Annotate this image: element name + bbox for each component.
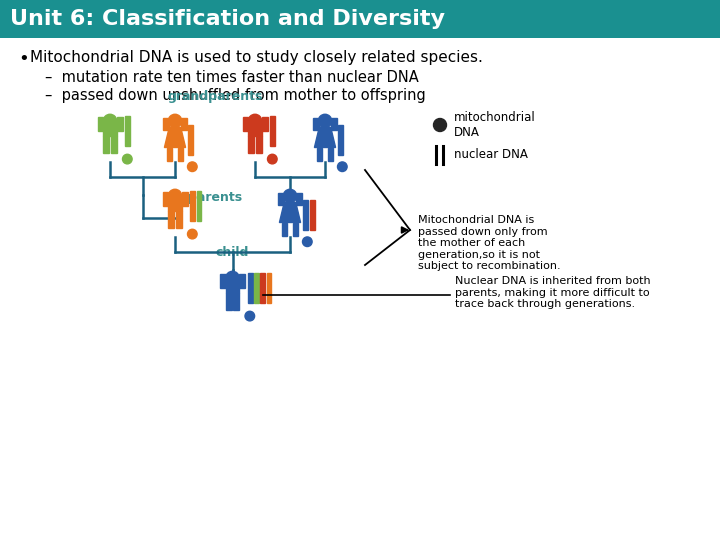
Bar bbox=[262, 117, 268, 131]
Text: –  mutation rate ten times faster than nuclear DNA: – mutation rate ten times faster than nu… bbox=[45, 70, 419, 85]
Bar bbox=[279, 192, 284, 205]
Bar bbox=[248, 136, 254, 153]
Bar bbox=[190, 191, 195, 220]
Circle shape bbox=[268, 154, 277, 164]
Circle shape bbox=[283, 189, 297, 202]
Bar bbox=[163, 118, 169, 130]
Bar bbox=[310, 200, 315, 230]
Circle shape bbox=[245, 311, 255, 321]
Text: nuclear DNA: nuclear DNA bbox=[454, 148, 528, 161]
Circle shape bbox=[187, 162, 197, 172]
Bar bbox=[293, 222, 297, 236]
Polygon shape bbox=[315, 127, 336, 147]
Bar bbox=[181, 192, 187, 206]
Circle shape bbox=[248, 114, 262, 128]
Circle shape bbox=[302, 237, 312, 247]
Bar bbox=[163, 192, 168, 206]
Text: parents: parents bbox=[188, 191, 242, 204]
Bar bbox=[266, 273, 271, 302]
Circle shape bbox=[338, 162, 347, 172]
Bar bbox=[167, 147, 172, 161]
Bar bbox=[176, 211, 181, 228]
Bar bbox=[226, 276, 239, 293]
Bar bbox=[313, 118, 319, 130]
Text: •: • bbox=[18, 50, 29, 68]
Bar bbox=[111, 136, 117, 153]
Bar bbox=[261, 273, 265, 302]
Bar bbox=[103, 119, 117, 136]
Circle shape bbox=[168, 189, 181, 202]
Circle shape bbox=[103, 114, 117, 128]
Bar bbox=[103, 136, 109, 153]
Bar bbox=[117, 117, 122, 131]
Circle shape bbox=[226, 271, 239, 285]
Circle shape bbox=[318, 114, 332, 128]
Bar bbox=[248, 273, 253, 302]
Bar bbox=[226, 293, 232, 310]
Bar bbox=[0, 0, 720, 38]
Bar bbox=[97, 117, 103, 131]
Bar bbox=[254, 273, 259, 302]
Bar bbox=[243, 117, 248, 131]
Bar bbox=[168, 211, 174, 228]
Text: mitochondrial
DNA: mitochondrial DNA bbox=[454, 111, 536, 139]
Bar bbox=[338, 125, 343, 155]
Text: Unit 6: Classification and Diversity: Unit 6: Classification and Diversity bbox=[10, 9, 445, 29]
Text: child: child bbox=[216, 246, 249, 259]
Bar bbox=[125, 116, 130, 145]
Bar bbox=[330, 118, 336, 130]
Bar bbox=[256, 136, 262, 153]
Circle shape bbox=[168, 114, 181, 128]
Circle shape bbox=[122, 154, 132, 164]
Bar bbox=[168, 194, 181, 211]
Bar bbox=[282, 222, 287, 236]
Polygon shape bbox=[279, 202, 300, 222]
Text: Nuclear DNA is inherited from both
parents, making it more difficult to
trace ba: Nuclear DNA is inherited from both paren… bbox=[455, 276, 651, 309]
Bar bbox=[248, 119, 262, 136]
Circle shape bbox=[433, 118, 446, 132]
Bar bbox=[318, 147, 322, 161]
Bar bbox=[328, 147, 333, 161]
Circle shape bbox=[187, 230, 197, 239]
Bar bbox=[197, 191, 202, 220]
Bar bbox=[189, 125, 193, 155]
Bar bbox=[220, 274, 226, 288]
Bar bbox=[181, 118, 186, 130]
Text: Mitochondrial DNA is used to study closely related species.: Mitochondrial DNA is used to study close… bbox=[30, 50, 483, 65]
Bar bbox=[239, 274, 245, 288]
Text: –  passed down unshuffled from mother to offspring: – passed down unshuffled from mother to … bbox=[45, 88, 426, 103]
Bar bbox=[178, 147, 183, 161]
Polygon shape bbox=[164, 127, 186, 147]
Bar bbox=[233, 293, 239, 310]
Text: Mitochondrial DNA is
passed down only from
the mother of each
generation,so it i: Mitochondrial DNA is passed down only fr… bbox=[418, 215, 561, 272]
Text: grandparents: grandparents bbox=[167, 90, 263, 103]
Bar bbox=[296, 192, 302, 205]
Bar bbox=[303, 200, 308, 230]
Bar bbox=[271, 116, 275, 145]
